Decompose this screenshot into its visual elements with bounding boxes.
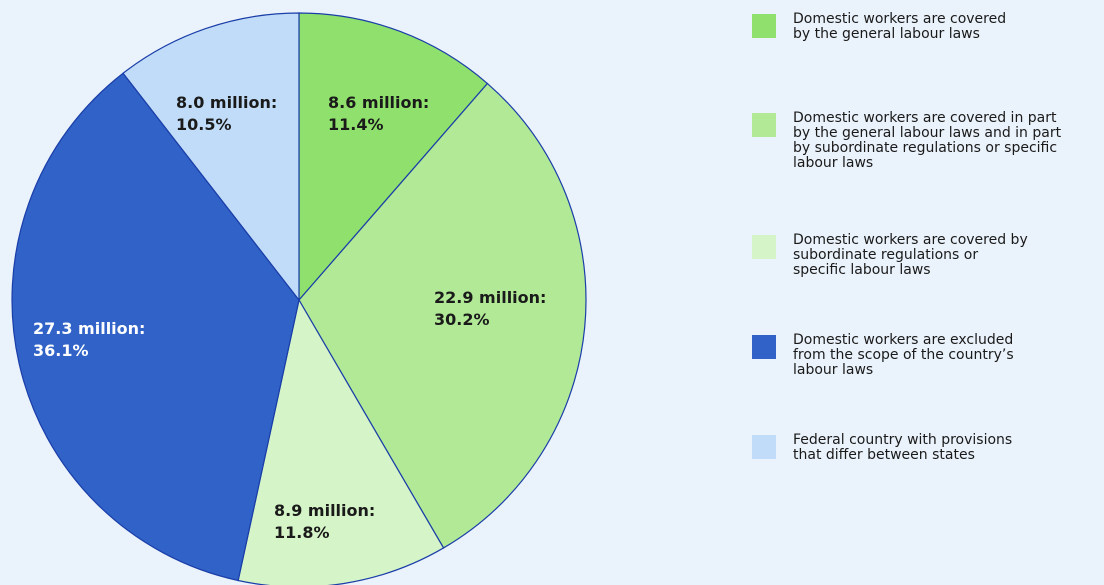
legend-swatch xyxy=(752,335,776,359)
chart-legend: Domestic workers are covered by the gene… xyxy=(752,0,1104,585)
legend-swatch xyxy=(752,235,776,259)
legend-label: Domestic workers are excluded from the s… xyxy=(793,333,1103,378)
legend-label: Domestic workers are covered in part by … xyxy=(793,111,1103,171)
legend-swatch xyxy=(752,113,776,137)
legend-label: Domestic workers are covered by the gene… xyxy=(793,12,1103,42)
legend-label: Federal country with provisions that dif… xyxy=(793,433,1103,463)
legend-swatch xyxy=(752,14,776,38)
legend-label: Domestic workers are covered by subordin… xyxy=(793,233,1103,278)
legend-swatch xyxy=(752,435,776,459)
pie-chart: 8.6 million: 11.4%22.9 million: 30.2%8.9 m… xyxy=(0,0,752,585)
